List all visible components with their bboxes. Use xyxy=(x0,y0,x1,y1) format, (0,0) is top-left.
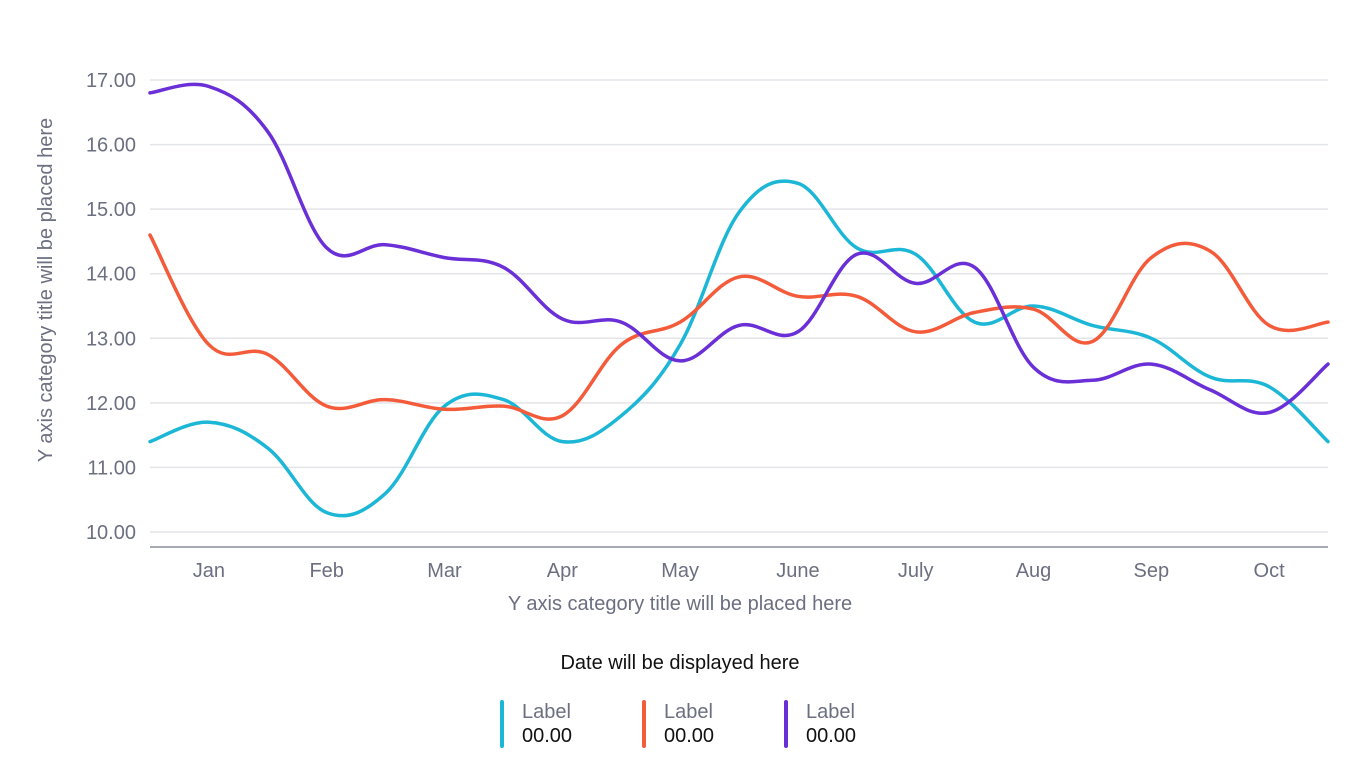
x-tick-label: Sep xyxy=(1134,560,1170,582)
date-display: Date will be displayed here xyxy=(560,652,800,674)
series-line-3 xyxy=(148,82,1330,415)
y-tick-label: 13.00 xyxy=(86,328,136,350)
legend-item-3[interactable]: Label 00.00 xyxy=(784,700,866,748)
series-line-2 xyxy=(148,233,1330,421)
legend-value-3: 00.00 xyxy=(806,725,857,747)
x-tick-label: July xyxy=(898,560,934,582)
y-tick-label: 11.00 xyxy=(87,457,136,479)
y-axis-title: Y axis category title will be placed her… xyxy=(35,118,57,462)
grid-lines xyxy=(150,79,1328,533)
legend-item-1[interactable]: Label 00.00 xyxy=(500,700,582,748)
y-tick-label: 12.00 xyxy=(86,393,136,415)
legend-value-2: 00.00 xyxy=(664,725,715,747)
y-tick-label: 10.00 xyxy=(86,522,136,544)
x-tick-label: Mar xyxy=(427,560,462,582)
legend-item-2[interactable]: Label 00.00 xyxy=(642,700,724,748)
x-tick-label: May xyxy=(661,560,699,582)
y-tick-label: 14.00 xyxy=(86,264,136,286)
legend-label-2: Label xyxy=(664,701,713,723)
legend-label-1: Label xyxy=(522,701,571,723)
legend-value-1: 00.00 xyxy=(522,725,573,747)
legend: Label 00.00 Label 00.00 Label 00.00 xyxy=(500,700,866,748)
series-line-1 xyxy=(148,179,1330,518)
y-tick-label: 17.00 xyxy=(86,70,136,92)
legend-swatch-3 xyxy=(784,700,788,748)
x-tick-label: Feb xyxy=(309,560,343,582)
y-tick-label: 15.00 xyxy=(86,199,136,221)
x-tick-label: June xyxy=(776,560,819,582)
x-tick-label: Apr xyxy=(547,560,578,582)
x-axis-title: Y axis category title will be placed her… xyxy=(508,593,852,615)
legend-swatch-2 xyxy=(642,700,646,748)
x-tick-label: Aug xyxy=(1016,560,1052,582)
x-tick-label: Oct xyxy=(1254,560,1286,582)
y-tick-label: 16.00 xyxy=(86,135,136,157)
line-chart: 17.00 16.00 15.00 14.00 13.00 12.00 11.00 10.00… xyxy=(35,70,1330,615)
y-axis-ticks: 17.00 16.00 15.00 14.00 13.00 12.00 11.00 10.00 xyxy=(86,70,136,544)
x-tick-label: Jan xyxy=(193,560,225,582)
x-axis-ticks: Jan Feb Mar Apr May June July Aug Sep Oct xyxy=(193,560,1285,582)
series-lines xyxy=(148,82,1330,518)
legend-label-3: Label xyxy=(806,701,855,723)
legend-swatch-1 xyxy=(500,700,504,748)
